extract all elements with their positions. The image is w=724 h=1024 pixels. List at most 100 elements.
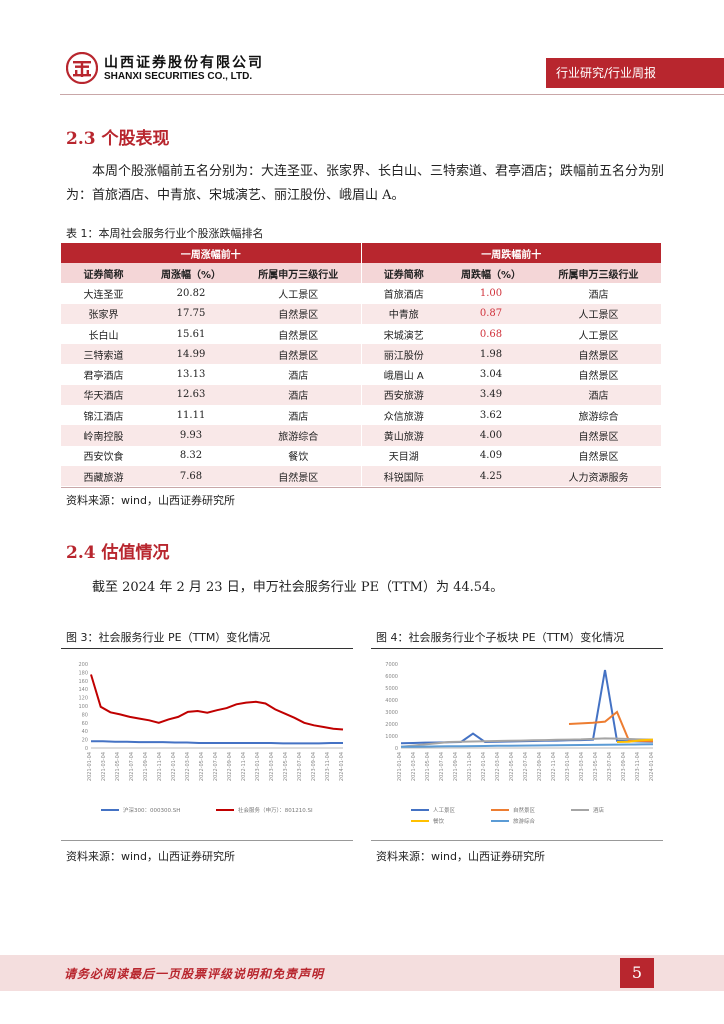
- y-tick-label: 3000: [385, 710, 398, 716]
- table-cell: 酒店: [236, 364, 362, 385]
- table-cell: 7.68: [146, 465, 236, 487]
- table-cell: 0.87: [446, 303, 536, 324]
- table-source: 资料来源：wind，山西证券研究所: [66, 494, 236, 507]
- x-tick-label: 2022-09-04: [537, 752, 543, 781]
- valuation-paragraph: 截至 2024 年 2 月 23 日，申万社会服务行业 PE（TTM）为 44.…: [92, 580, 504, 595]
- x-tick-label: 2021-11-04: [467, 752, 473, 781]
- table-cell: 3.62: [479, 409, 503, 421]
- table-cell: 3.04: [479, 369, 503, 381]
- x-tick-label: 2024-01-04: [339, 752, 345, 781]
- x-tick-label: 2023-09-04: [311, 752, 317, 781]
- x-tick-label: 2022-11-04: [241, 752, 247, 781]
- x-tick-label: 2021-09-04: [453, 752, 459, 781]
- x-tick-label: 2021-03-04: [411, 752, 417, 781]
- table-cell: 大连圣亚: [83, 289, 124, 301]
- page-header: 山西证券股份有限公司 SHANXI SECURITIES CO., LTD. 行…: [0, 0, 724, 96]
- y-tick-label: 160: [78, 679, 88, 685]
- table-cell: 自然景区: [536, 425, 661, 446]
- table-cell: 西安饮食: [83, 452, 124, 464]
- table-cell: 旅游综合: [236, 425, 362, 446]
- table-cell: 旅游综合: [578, 411, 619, 423]
- series-line: [400, 669, 654, 745]
- series-line: [568, 710, 654, 743]
- column-header: 所属申万三级行业: [236, 263, 362, 284]
- table-cell: 15.61: [176, 328, 206, 340]
- table-cell: 西藏旅游: [61, 465, 146, 487]
- x-tick-label: 2022-01-04: [171, 752, 177, 781]
- page-number: 5: [620, 958, 654, 988]
- table-cell: 酒店: [236, 405, 362, 426]
- table-cell: 9.93: [146, 425, 236, 446]
- y-tick-label: 120: [78, 696, 88, 702]
- section-heading-stock: 2.3 个股表现: [66, 129, 170, 149]
- legend-label: 酒店: [593, 806, 605, 814]
- y-tick-label: 0: [85, 746, 88, 752]
- y-tick-label: 180: [78, 670, 88, 676]
- table-cell: 17.75: [146, 303, 236, 324]
- y-tick-label: 1000: [385, 734, 398, 740]
- x-tick-label: 2022-01-04: [481, 752, 487, 781]
- y-tick-label: 6000: [385, 674, 398, 680]
- legend-label: 餐饮: [433, 817, 445, 825]
- series-line: [616, 738, 654, 743]
- y-tick-label: 0: [395, 746, 398, 752]
- legend-label: 旅游综合: [513, 817, 536, 825]
- table-cell: 人力资源服务: [536, 465, 661, 487]
- table-cell: 岭南控股: [61, 425, 146, 446]
- column-header: 证券简称: [61, 263, 146, 284]
- table-cell: 张家界: [61, 303, 146, 324]
- figure4-bottom-rule: [371, 840, 663, 841]
- table-cell: 宋城演艺: [383, 330, 424, 342]
- table-cell: 丽江股份: [361, 344, 446, 365]
- table-cell: 锦江酒店: [83, 411, 124, 423]
- table-cell: 人工景区: [536, 303, 661, 324]
- table-cell: 峨眉山 A: [383, 371, 424, 383]
- table-cell: 餐饮: [236, 445, 362, 466]
- x-tick-label: 2022-09-04: [227, 752, 233, 781]
- company-name-cn: 山西证券股份有限公司: [104, 55, 264, 71]
- table-cell: 3.49: [446, 384, 536, 406]
- x-tick-label: 2022-07-04: [213, 752, 219, 781]
- table-column-header: 证券简称 周涨幅（%） 所属申万三级行业 证券简称 周跌幅（%） 所属申万三级行…: [61, 263, 661, 284]
- table-group-header: 一周涨幅前十 一周跌幅前十: [61, 243, 661, 263]
- table-cell: 自然景区: [236, 344, 362, 365]
- footer-bar: [0, 955, 724, 991]
- table-cell: 1.00: [479, 287, 503, 299]
- group-up-header: 一周涨幅前十: [61, 243, 362, 263]
- x-tick-label: 2023-01-04: [255, 752, 261, 781]
- x-tick-label: 2021-09-04: [143, 752, 149, 781]
- figure3-source: 资料来源：wind，山西证券研究所: [66, 850, 236, 863]
- table-cell: 自然景区: [578, 371, 619, 383]
- company-logo-icon: [66, 52, 98, 84]
- table-cell: 4.25: [446, 465, 536, 487]
- column-header: 周涨幅（%）: [146, 263, 236, 284]
- table-cell: 首旅酒店: [383, 289, 424, 301]
- table-cell: 科锐国际: [361, 465, 446, 487]
- column-header: 所属申万三级行业: [536, 263, 661, 284]
- table-cell: 酒店: [536, 384, 661, 406]
- series-line: [91, 740, 343, 745]
- report-type-label: 行业研究/行业周报: [556, 66, 657, 80]
- legend-label: 自然景区: [513, 806, 536, 814]
- table-row: 君亭酒店 13.13 酒店 峨眉山 A 3.04 自然景区: [61, 364, 661, 385]
- figure3-caption: 图 3：社会服务行业 PE（TTM）变化情况: [66, 631, 271, 644]
- stock-ranking-table: 一周涨幅前十 一周跌幅前十 证券简称 周涨幅（%） 所属申万三级行业 证券简称 …: [61, 243, 661, 487]
- table-cell: 中青旅: [361, 303, 446, 324]
- table-row: 岭南控股 9.93 旅游综合 黄山旅游 4.00 自然景区: [61, 425, 661, 446]
- column-header: 周跌幅（%）: [446, 263, 536, 284]
- table-cell: 酒店: [588, 289, 609, 301]
- x-tick-label: 2023-05-04: [593, 752, 599, 781]
- x-tick-label: 2021-01-04: [397, 752, 403, 781]
- table-cell: 黄山旅游: [361, 425, 446, 446]
- table-cell: 4.09: [479, 450, 503, 462]
- x-tick-label: 2022-03-04: [495, 752, 501, 781]
- x-tick-label: 2022-05-04: [509, 752, 515, 781]
- y-tick-label: 7000: [385, 662, 398, 668]
- table-row: 锦江酒店 11.11 酒店 众信旅游 3.62 旅游综合: [61, 405, 661, 426]
- x-tick-label: 2023-05-04: [283, 752, 289, 781]
- y-tick-label: 2000: [385, 722, 398, 728]
- figure4-caption: 图 4：社会服务行业个子板块 PE（TTM）变化情况: [376, 631, 625, 644]
- x-tick-label: 2023-03-04: [579, 752, 585, 781]
- table-bottom-rule: [61, 487, 661, 488]
